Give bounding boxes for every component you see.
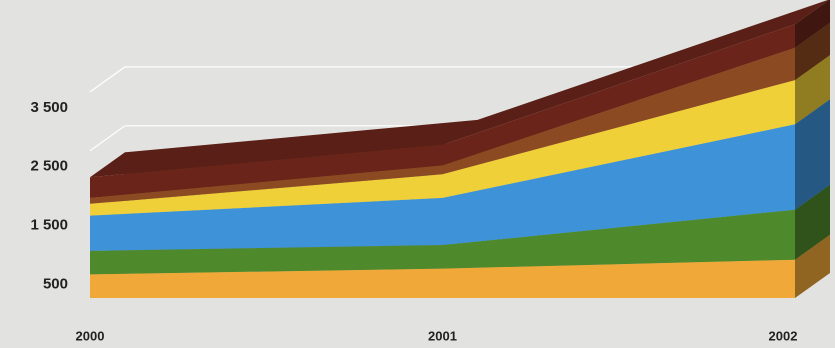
area-side [795, 55, 830, 125]
y-tick-label: 3 500 [30, 99, 68, 116]
area [90, 47, 795, 204]
area-top [90, 0, 829, 178]
y-tick-label: 1 500 [30, 217, 68, 234]
area [90, 209, 795, 275]
area [90, 80, 795, 216]
area-side [795, 234, 830, 298]
grid-line [89, 66, 830, 93]
area-side [795, 22, 830, 81]
area-side [795, 0, 830, 48]
x-tick-label: 2002 [769, 328, 798, 343]
area [90, 259, 795, 298]
area-side [795, 99, 830, 210]
area [90, 124, 795, 251]
y-tick-label: 2 500 [30, 158, 68, 175]
x-tick-label: 2001 [428, 328, 457, 343]
area [90, 24, 795, 198]
y-tick-label: 500 [43, 276, 68, 293]
x-tick-label: 2000 [76, 328, 105, 343]
